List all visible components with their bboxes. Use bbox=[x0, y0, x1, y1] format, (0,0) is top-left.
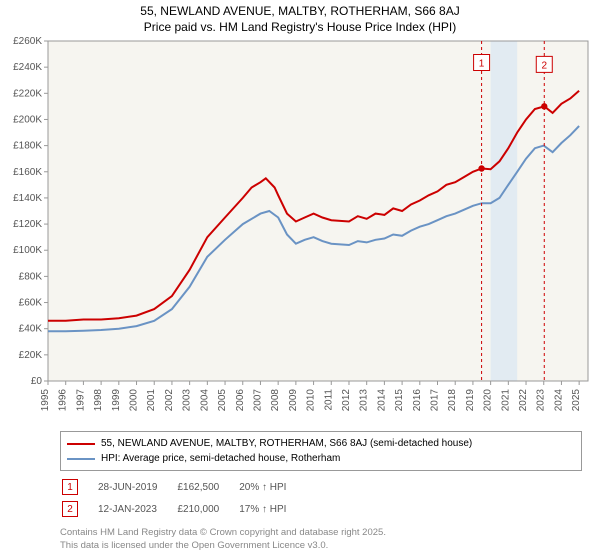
svg-text:2013: 2013 bbox=[359, 389, 370, 412]
svg-text:£100K: £100K bbox=[13, 245, 42, 256]
svg-text:2020: 2020 bbox=[483, 389, 494, 412]
annotation-marker-icon: 1 bbox=[62, 479, 78, 495]
svg-text:2006: 2006 bbox=[235, 389, 246, 412]
svg-text:2008: 2008 bbox=[270, 389, 281, 412]
svg-text:1: 1 bbox=[479, 59, 485, 70]
svg-text:2017: 2017 bbox=[430, 389, 441, 412]
svg-text:2014: 2014 bbox=[376, 389, 387, 412]
chart-plot: £0 £20K £40K £60K £80K £100K £120K £140K £160K £1… bbox=[0, 35, 600, 425]
svg-text:£160K: £160K bbox=[13, 167, 42, 178]
footer: Contains HM Land Registry data © Crown c… bbox=[60, 527, 582, 552]
svg-text:2001: 2001 bbox=[146, 389, 157, 412]
svg-text:£120K: £120K bbox=[13, 219, 42, 230]
svg-text:2012: 2012 bbox=[341, 389, 352, 412]
svg-text:2009: 2009 bbox=[288, 389, 299, 412]
legend-swatch bbox=[67, 458, 95, 460]
annotation-price: £162,500 bbox=[177, 477, 237, 497]
svg-text:2004: 2004 bbox=[199, 389, 210, 412]
svg-text:£20K: £20K bbox=[19, 350, 43, 361]
svg-text:£240K: £240K bbox=[13, 62, 42, 73]
svg-text:2022: 2022 bbox=[518, 389, 529, 412]
svg-text:1996: 1996 bbox=[58, 389, 69, 412]
svg-text:£60K: £60K bbox=[19, 298, 43, 309]
svg-text:2007: 2007 bbox=[252, 389, 263, 412]
svg-text:£200K: £200K bbox=[13, 115, 42, 126]
footer-line2: This data is licensed under the Open Gov… bbox=[60, 540, 582, 552]
svg-text:£180K: £180K bbox=[13, 141, 42, 152]
svg-text:£40K: £40K bbox=[19, 324, 43, 335]
svg-text:2018: 2018 bbox=[447, 389, 458, 412]
chart-title: 55, NEWLAND AVENUE, MALTBY, ROTHERHAM, S… bbox=[0, 0, 600, 35]
svg-text:2010: 2010 bbox=[306, 389, 317, 412]
chart-container: 55, NEWLAND AVENUE, MALTBY, ROTHERHAM, S… bbox=[0, 0, 600, 560]
legend: 55, NEWLAND AVENUE, MALTBY, ROTHERHAM, S… bbox=[60, 431, 582, 471]
chart-svg: £0 £20K £40K £60K £80K £100K £120K £140K £160K £1… bbox=[0, 35, 600, 425]
svg-text:£220K: £220K bbox=[13, 88, 42, 99]
svg-text:2002: 2002 bbox=[164, 389, 175, 412]
svg-text:1995: 1995 bbox=[40, 389, 51, 412]
svg-text:2000: 2000 bbox=[129, 389, 140, 412]
svg-text:2019: 2019 bbox=[465, 389, 476, 412]
svg-text:£0: £0 bbox=[31, 376, 43, 387]
svg-text:1998: 1998 bbox=[93, 389, 104, 412]
svg-text:2025: 2025 bbox=[571, 389, 582, 412]
legend-item: 55, NEWLAND AVENUE, MALTBY, ROTHERHAM, S… bbox=[67, 436, 575, 451]
svg-text:2: 2 bbox=[541, 61, 547, 72]
annotation-row: 2 12-JAN-2023£210,00017% ↑ HPI bbox=[62, 499, 304, 519]
footer-line1: Contains HM Land Registry data © Crown c… bbox=[60, 527, 582, 539]
svg-text:2021: 2021 bbox=[500, 389, 511, 412]
title-line1: 55, NEWLAND AVENUE, MALTBY, ROTHERHAM, S… bbox=[0, 4, 600, 20]
svg-text:2015: 2015 bbox=[394, 389, 405, 412]
annotation-marker-icon: 2 bbox=[62, 501, 78, 517]
svg-text:2024: 2024 bbox=[553, 389, 564, 412]
annotations-table: 1 28-JUN-2019£162,50020% ↑ HPI 2 12-JAN-202… bbox=[60, 475, 306, 521]
svg-text:£260K: £260K bbox=[13, 36, 42, 47]
svg-text:2003: 2003 bbox=[182, 389, 193, 412]
svg-text:2005: 2005 bbox=[217, 389, 228, 412]
legend-swatch bbox=[67, 443, 95, 445]
svg-text:2011: 2011 bbox=[323, 389, 334, 411]
legend-label: 55, NEWLAND AVENUE, MALTBY, ROTHERHAM, S… bbox=[101, 436, 472, 451]
annotation-price: £210,000 bbox=[177, 499, 237, 519]
annotation-date: 28-JUN-2019 bbox=[98, 477, 175, 497]
svg-text:2023: 2023 bbox=[536, 389, 547, 412]
svg-text:1997: 1997 bbox=[75, 389, 86, 412]
annotation-date: 12-JAN-2023 bbox=[98, 499, 175, 519]
svg-text:1999: 1999 bbox=[111, 389, 122, 412]
svg-text:2016: 2016 bbox=[412, 389, 423, 412]
title-line2: Price paid vs. HM Land Registry's House … bbox=[0, 20, 600, 36]
legend-item: HPI: Average price, semi-detached house,… bbox=[67, 451, 575, 466]
annotation-row: 1 28-JUN-2019£162,50020% ↑ HPI bbox=[62, 477, 304, 497]
legend-label: HPI: Average price, semi-detached house,… bbox=[101, 451, 340, 466]
annotation-delta: 17% ↑ HPI bbox=[239, 499, 304, 519]
svg-text:£140K: £140K bbox=[13, 193, 42, 204]
svg-text:£80K: £80K bbox=[19, 272, 43, 283]
annotation-delta: 20% ↑ HPI bbox=[239, 477, 304, 497]
